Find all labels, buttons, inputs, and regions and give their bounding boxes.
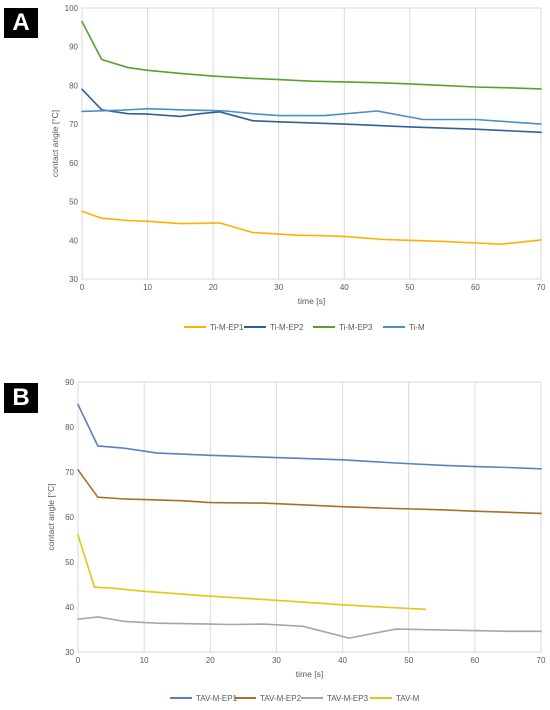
chart-0-y-tick-label: 50: [69, 198, 78, 207]
chart-0-series-line-0: [81, 210, 542, 245]
chart-1-x-tick-label: 70: [537, 656, 546, 665]
chart-0-x-tick-label: 20: [209, 283, 218, 292]
chart-0-x-tick-label: 30: [274, 283, 283, 292]
chart-0-y-tick-label: 60: [69, 159, 78, 168]
chart-1-x-tick-label: 20: [206, 656, 215, 665]
chart-0-legend-label-1: Ti-M-EP2: [270, 323, 304, 332]
panel-label-a: A: [4, 8, 38, 38]
chart-1-y-tick-label: 50: [65, 558, 74, 567]
chart-0-x-axis-title: time [s]: [298, 296, 325, 306]
chart-1-y-tick-label: 30: [65, 648, 74, 657]
chart-0-legend-label-2: Ti-M-EP3: [339, 323, 373, 332]
chart-0-y-tick-label: 80: [69, 81, 78, 90]
chart-1-series-line-3: [77, 534, 427, 611]
chart-1-y-tick-label: 80: [65, 423, 74, 432]
chart-0-y-tick-label: 90: [69, 43, 78, 52]
chart-b: 0 10 20 30 40 50 60 70 30 40 50 60 70 80 90 time [s] con…: [46, 378, 546, 703]
chart-1-legend-label-1: TAV-M-EP2: [260, 694, 302, 703]
chart-0-legend-label-0: Ti-M-EP1: [210, 323, 244, 332]
chart-0-series-line-1: [81, 88, 542, 134]
chart-1-x-tick-label: 50: [404, 656, 413, 665]
chart-1-y-axis-title: contact angle [°C]: [46, 483, 56, 550]
chart-1-plot-border: [77, 381, 542, 653]
chart-1-y-tick-label: 70: [65, 468, 74, 477]
chart-0-series-line-3: [81, 107, 542, 125]
chart-0-y-tick-label: 70: [69, 120, 78, 129]
chart-0-x-tick-label: 0: [80, 283, 85, 292]
chart-1-series-line-1: [77, 469, 542, 515]
chart-0-y-axis-title: contact angle [°C]: [50, 110, 60, 177]
chart-1-x-tick-label: 30: [272, 656, 281, 665]
chart-0-x-tick-label: 50: [405, 283, 414, 292]
chart-0-y-tick-label: 100: [65, 4, 79, 13]
chart-1-y-tick-label: 90: [65, 378, 74, 387]
chart-a: 0 10 20 30 40 50 60 70 30 40 50 60 70 80 90 100 time [s]…: [50, 4, 546, 332]
chart-0-x-tick-label: 10: [143, 283, 152, 292]
chart-0-series-line-2: [81, 20, 542, 90]
chart-0-x-tick-label: 70: [537, 283, 546, 292]
chart-1-x-tick-label: 60: [470, 656, 479, 665]
chart-1-x-axis-title: time [s]: [296, 669, 323, 679]
chart-1-x-tick-label: 0: [76, 656, 81, 665]
chart-1-legend-label-2: TAV-M-EP3: [327, 694, 369, 703]
chart-1-legend-label-0: TAV-M-EP1: [196, 694, 238, 703]
chart-1-x-tick-label: 10: [140, 656, 149, 665]
chart-0-x-tick-label: 40: [340, 283, 349, 292]
chart-0-y-tick-label: 40: [69, 236, 78, 245]
chart-1-series-line-2: [77, 616, 542, 639]
chart-1-y-tick-label: 40: [65, 603, 74, 612]
chart-0-x-tick-label: 60: [471, 283, 480, 292]
chart-1-x-tick-label: 40: [338, 656, 347, 665]
chart-0-legend-label-3: Ti-M: [409, 323, 425, 332]
panel-label-b: B: [4, 383, 38, 413]
chart-0-y-tick-label: 30: [69, 275, 78, 284]
chart-0-plot-border: [81, 7, 542, 280]
chart-1-series-line-0: [77, 403, 542, 470]
chart-1-legend-label-3: TAV-M: [396, 694, 420, 703]
chart-1-y-tick-label: 60: [65, 513, 74, 522]
